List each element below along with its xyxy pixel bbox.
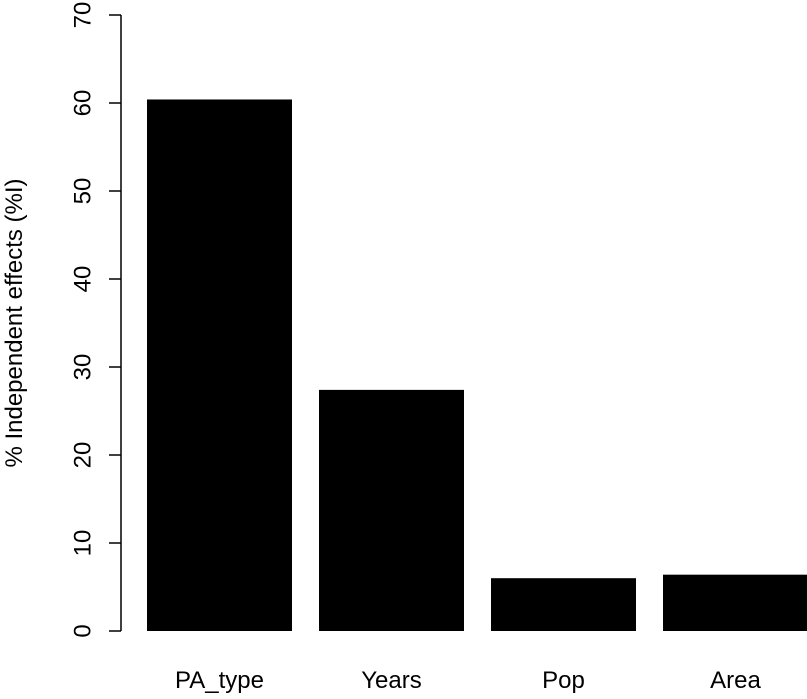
x-tick-label: Area	[710, 667, 761, 694]
y-tick-label: 20	[69, 442, 96, 469]
y-tick-label: 70	[69, 2, 96, 29]
bar-pa-type	[147, 99, 292, 632]
x-tick-label: Years	[361, 667, 422, 694]
y-tick-label: 50	[69, 178, 96, 205]
bar-years	[319, 389, 464, 631]
y-axis-title: % Independent effects (%I)	[1, 178, 28, 467]
x-tick-label: Pop	[542, 667, 585, 694]
y-axis: 0 10 20 30 40 50 60 70	[69, 2, 122, 638]
x-axis-labels: PA_type Years Pop Area	[175, 667, 761, 694]
y-tick-label: 30	[69, 354, 96, 381]
bar-pop	[491, 578, 636, 631]
y-tick-label: 60	[69, 90, 96, 117]
bar-area	[663, 574, 807, 631]
x-tick-label: PA_type	[175, 667, 264, 694]
y-tick-label: 40	[69, 266, 96, 293]
bars-layer	[147, 99, 807, 632]
y-tick-label: 10	[69, 530, 96, 557]
y-tick-label: 0	[69, 624, 96, 637]
